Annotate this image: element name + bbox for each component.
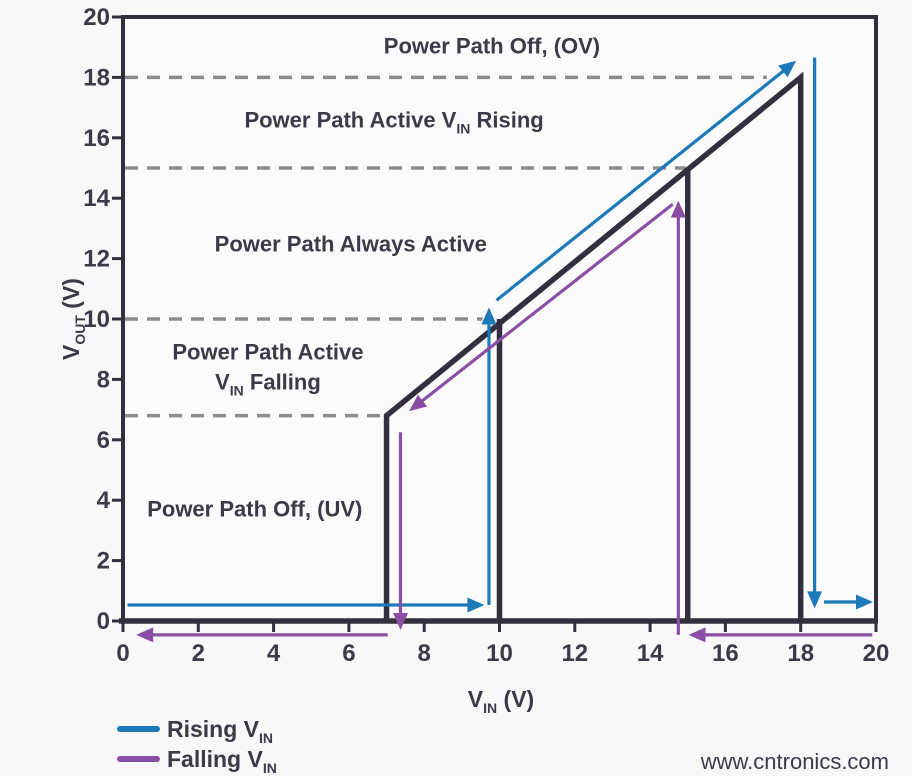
falling-segment-4-arrowhead [136,627,154,643]
x-tick-label-8: 8 [418,640,431,667]
region-annotations: Power Path Off, (OV) Power Path Active VI… [147,34,600,522]
x-tick-label-0: 0 [116,640,129,667]
watermark: www.cntronics.com [700,749,889,774]
y-axis-title: VOUT (V) [58,278,88,360]
y-tick-label-20: 20 [83,4,110,31]
y-tick-label-12: 12 [83,246,110,273]
y-tick-label-18: 18 [83,64,110,91]
y-tick-label-8: 8 [97,366,110,393]
y-tick-label-10: 10 [83,306,110,333]
falling-segment-3-arrowhead [392,613,408,631]
x-tick-label-20: 20 [863,640,890,667]
rising-segment-0-arrowhead [467,597,485,613]
x-tick-label-18: 18 [787,640,814,667]
y-tick-label-0: 0 [97,608,110,635]
rising-segment-1-arrowhead [481,307,497,325]
falling-segment-2-line [417,202,674,405]
falling-segment-1-arrowhead [670,200,686,218]
y-tick-label-14: 14 [83,185,110,212]
axis-ticks-and-labels: 0 2 4 6 8 10 12 14 16 18 20 0 2 4 6 8 10 12 14 16 18 20 [83,4,889,667]
falling-segment-2-arrowhead [409,394,428,412]
rising-segment-4-arrowhead [855,594,873,610]
legend-label-falling: Falling VIN [167,746,277,776]
x-tick-label-16: 16 [712,640,739,667]
region-label-3: Power Path Active VIN Falling [172,340,363,399]
series-rising [127,57,873,613]
x-tick-label-4: 4 [267,640,281,667]
legend-label-rising: Rising VIN [167,716,273,746]
x-tick-label-12: 12 [561,640,588,667]
region-label-4: Power Path Off, (UV) [147,497,362,522]
legend: Rising VIN Falling VIN [117,716,277,776]
x-tick-label-10: 10 [486,640,513,667]
falling-segment-0-arrowhead [688,627,706,643]
x-axis-title: VIN (V) [468,686,534,716]
x-tick-label-6: 6 [342,640,355,667]
x-tick-label-2: 2 [192,640,205,667]
y-tick-label-6: 6 [97,427,110,454]
rising-segment-3-arrowhead [807,591,823,609]
rising-segment-2-arrowhead [778,60,797,78]
reference-lines [125,75,767,418]
transfer-curve [383,71,804,621]
region-label-0: Power Path Off, (OV) [384,34,600,59]
transfer-curve-outline [383,71,804,621]
region-label-2: Power Path Always Active [215,232,487,257]
y-tick-label-4: 4 [97,487,111,514]
series-falling [136,200,873,643]
rising-segment-2-line [495,67,788,302]
x-tick-label-14: 14 [637,640,664,667]
region-label-1: Power Path Active VIN Rising [244,108,543,137]
series-arrow-paths [127,57,873,643]
y-tick-label-2: 2 [97,548,110,575]
y-tick-label-16: 16 [83,125,110,152]
